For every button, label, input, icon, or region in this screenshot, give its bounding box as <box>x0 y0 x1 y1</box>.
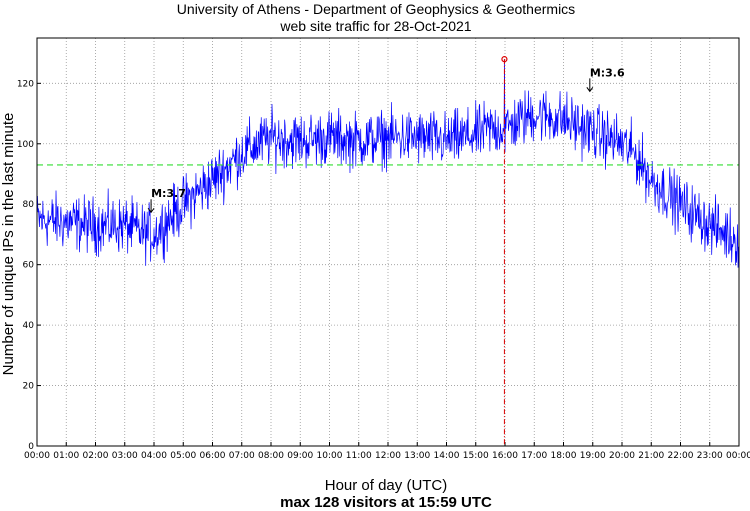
x-tick-label: 00:00 <box>726 451 750 461</box>
x-tick-label: 23:00 <box>697 451 723 461</box>
y-tick-label: 60 <box>23 261 35 271</box>
y-tick-label: 40 <box>23 321 35 331</box>
y-tick-label: 100 <box>17 140 34 150</box>
x-tick-label: 06:00 <box>200 451 226 461</box>
chart-subtitle: web site traffic for 28-Oct-2021 <box>279 18 471 34</box>
y-axis-label: Number of unique IPs in the last minute <box>0 113 17 376</box>
chart-title: University of Athens - Department of Geo… <box>177 1 575 17</box>
traffic-chart: University of Athens - Department of Geo… <box>0 0 750 511</box>
x-tick-label: 11:00 <box>346 451 372 461</box>
x-tick-label: 01:00 <box>53 451 79 461</box>
x-tick-label: 16:00 <box>492 451 518 461</box>
x-tick-label: 02:00 <box>83 451 109 461</box>
y-tick-label: 20 <box>23 382 35 392</box>
max-visitors-note: max 128 visitors at 15:59 UTC <box>280 494 492 511</box>
x-tick-label: 21:00 <box>638 451 664 461</box>
x-tick-label: 04:00 <box>141 451 167 461</box>
x-tick-label: 17:00 <box>521 451 547 461</box>
x-tick-label: 03:00 <box>112 451 138 461</box>
grid-lines <box>37 38 739 446</box>
x-axis-label: Hour of day (UTC) <box>325 477 448 494</box>
x-tick-label: 07:00 <box>229 451 255 461</box>
x-tick-label: 05:00 <box>170 451 196 461</box>
y-tick-label: 120 <box>17 79 34 89</box>
x-tick-label: 18:00 <box>551 451 577 461</box>
x-axis-ticks: 00:00 01:00 02:00 03:00 04:00 05:00 06:00 07:00… <box>24 442 750 461</box>
x-tick-label: 22:00 <box>668 451 694 461</box>
annotation-label: M:3.6 <box>590 66 625 79</box>
x-tick-label: 13:00 <box>404 451 430 461</box>
x-tick-label: 12:00 <box>375 451 401 461</box>
y-tick-label: 80 <box>23 200 35 210</box>
x-tick-label: 08:00 <box>258 451 284 461</box>
x-tick-label: 14:00 <box>434 451 460 461</box>
x-tick-label: 15:00 <box>463 451 489 461</box>
x-tick-label: 19:00 <box>580 451 606 461</box>
x-tick-label: 00:00 <box>24 451 50 461</box>
x-tick-label: 09:00 <box>287 451 313 461</box>
x-tick-label: 10:00 <box>317 451 343 461</box>
annotation-label: M:3.7 <box>151 187 186 200</box>
x-tick-label: 20:00 <box>609 451 635 461</box>
